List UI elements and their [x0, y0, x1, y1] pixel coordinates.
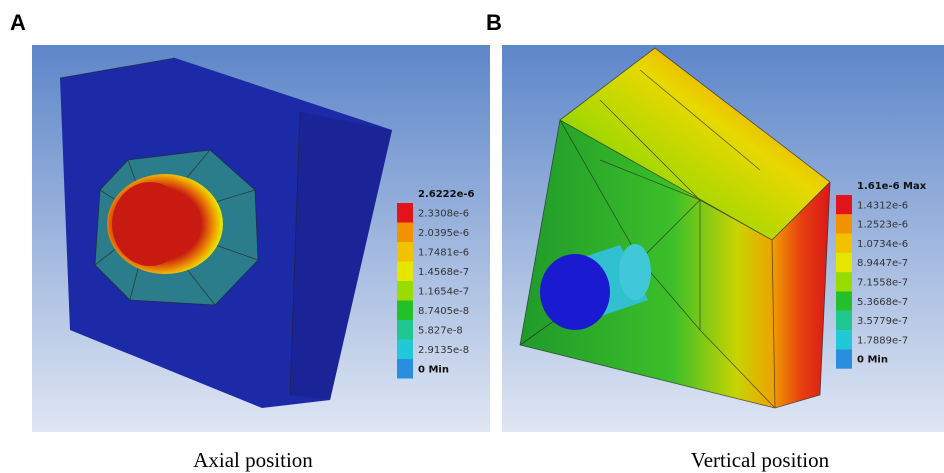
legend-swatch [836, 349, 852, 368]
legend-swatch [397, 262, 413, 282]
legend-label: 1.4312e-6 [857, 200, 908, 211]
legend-swatch [397, 340, 413, 360]
panel-label: B [486, 10, 502, 35]
legend-swatch [397, 203, 413, 223]
legend-label: 2.6222e-6 [418, 189, 475, 200]
legend-label: 5.827e-8 [418, 326, 463, 337]
legend-swatch [397, 281, 413, 301]
legend-label: 1.7481e-6 [418, 248, 469, 259]
legend-label: 1.7889e-7 [857, 335, 908, 346]
legend-label: 2.9135e-8 [418, 345, 469, 356]
legend-label: 1.1654e-7 [418, 287, 469, 298]
legend-label: 8.7405e-8 [418, 306, 469, 317]
legend-label: 0 Min [418, 365, 449, 376]
legend-label: 2.0395e-6 [418, 228, 469, 239]
legend-swatch [836, 272, 852, 291]
legend-label: 3.5779e-7 [857, 316, 908, 327]
figure: A B 2.6222e-6 2.3308e-6 2.0395e-6 1.7481e-6… [0, 0, 944, 473]
caption: Vertical position [691, 448, 830, 472]
legend-swatch [397, 242, 413, 262]
legend-swatch [836, 311, 852, 330]
legend-swatch [397, 223, 413, 243]
caption: Axial position [193, 448, 313, 472]
legend-swatch [836, 330, 852, 349]
legend-label: 1.0734e-6 [857, 239, 908, 250]
legend-swatch [397, 301, 413, 321]
legend-label: 1.2523e-6 [857, 220, 908, 231]
legend-swatch [836, 195, 852, 214]
legend-swatch [836, 292, 852, 311]
legend-swatch [836, 234, 852, 253]
legend-label: 1.4568e-7 [418, 267, 469, 278]
legend-label: 1.61e-6 Max [857, 181, 927, 192]
legend-label: 0 Min [857, 355, 888, 366]
legend-label: 2.3308e-6 [418, 209, 469, 220]
legend-swatch [397, 320, 413, 340]
legend-swatch [836, 214, 852, 233]
legend-label: 7.1558e-7 [857, 278, 908, 289]
legend-swatch [836, 253, 852, 272]
legend-label: 5.3668e-7 [857, 297, 908, 308]
legend-label: 8.9447e-7 [857, 258, 908, 269]
panel-label: A [10, 10, 26, 35]
legend-swatch [397, 359, 413, 379]
